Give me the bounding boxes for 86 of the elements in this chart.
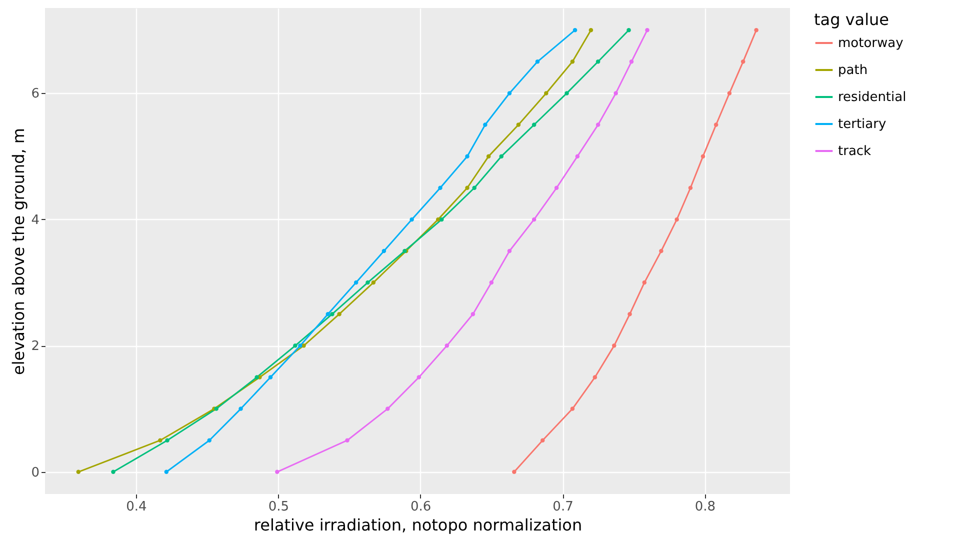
point (572, 28, 578, 32)
point (382, 248, 386, 254)
point (207, 438, 212, 442)
point (254, 375, 259, 380)
point (642, 280, 647, 285)
x-tick-label: 0.7 (552, 500, 574, 514)
point (540, 438, 545, 442)
point (416, 375, 422, 380)
point (354, 280, 358, 285)
legend-label: motorway (838, 36, 904, 51)
point (754, 28, 758, 32)
point (614, 91, 618, 96)
point (499, 154, 504, 158)
legend-title: tag value (814, 10, 890, 29)
point (674, 217, 679, 222)
x-tick-label: 0.8 (694, 500, 716, 514)
x-tick-label: 0.5 (268, 500, 290, 514)
point (628, 312, 632, 316)
x-tick-label: 0.6 (410, 500, 432, 514)
point (700, 154, 706, 158)
point (444, 344, 450, 348)
point (588, 28, 594, 32)
point (326, 312, 330, 316)
point (275, 470, 280, 474)
point (645, 28, 650, 32)
point (158, 438, 162, 442)
point (570, 60, 575, 64)
legend-label: tertiary (838, 117, 886, 132)
point (76, 470, 81, 474)
point (570, 406, 575, 411)
point (659, 248, 664, 254)
point (366, 280, 370, 285)
point (596, 60, 600, 64)
point (386, 406, 390, 411)
point (330, 312, 334, 316)
point (544, 91, 548, 96)
point (507, 248, 512, 254)
point (483, 122, 488, 127)
point (410, 217, 414, 222)
point (629, 60, 634, 64)
point (507, 91, 512, 96)
point (596, 122, 600, 127)
point (592, 375, 598, 380)
point (688, 186, 693, 190)
point (298, 344, 302, 348)
point (532, 217, 536, 222)
x-axis-title: relative irradiation, notopo normalization (254, 516, 582, 534)
point (486, 154, 491, 158)
point (489, 280, 494, 285)
y-tick-label: 0 (31, 465, 40, 480)
point (512, 470, 516, 474)
point (465, 154, 470, 158)
y-tick-label: 4 (31, 212, 40, 228)
legend-label: track (838, 144, 872, 159)
legend-label: path (838, 63, 868, 78)
point (532, 122, 536, 127)
point (564, 91, 569, 96)
y-axis-title: elevation above the ground, m (9, 128, 28, 375)
point (302, 344, 306, 348)
point (165, 438, 170, 442)
point (465, 186, 470, 190)
y-tick-label: 2 (31, 339, 40, 354)
point (612, 344, 616, 348)
point (268, 375, 273, 380)
point (111, 470, 116, 474)
point (535, 60, 540, 64)
point (575, 154, 580, 158)
point (164, 470, 169, 474)
x-tick-label: 0.4 (126, 500, 147, 514)
point (470, 312, 476, 316)
legend-label: residential (838, 90, 906, 105)
y-tick-label: 6 (31, 86, 40, 102)
point (472, 186, 476, 190)
point (626, 28, 631, 32)
point (238, 406, 243, 411)
point (438, 186, 442, 190)
point (293, 344, 298, 348)
point (727, 91, 732, 96)
point (345, 438, 350, 442)
point (554, 186, 559, 190)
point (714, 122, 718, 127)
point (516, 122, 521, 127)
point (337, 312, 342, 316)
point (440, 217, 444, 222)
point (371, 280, 376, 285)
point (740, 60, 746, 64)
